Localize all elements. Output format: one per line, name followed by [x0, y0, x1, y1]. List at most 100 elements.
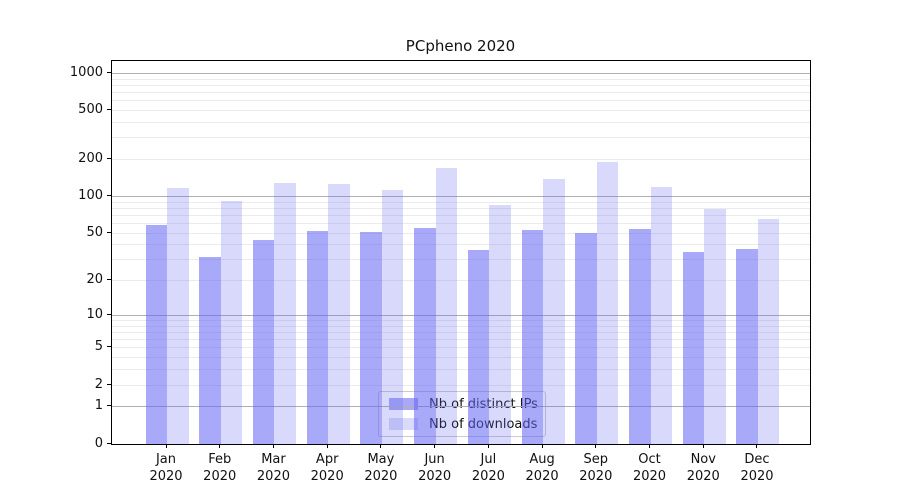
- y-tick-label: 20: [86, 272, 103, 288]
- x-tick-label: Nov 2020: [686, 452, 720, 484]
- y-tick: [107, 72, 111, 73]
- gridline: [112, 137, 810, 139]
- gridline: [112, 244, 810, 246]
- x-tick-label: Oct 2020: [632, 452, 667, 484]
- plot-area: Nb of distinct IPs Nb of downloads: [111, 60, 811, 445]
- bar-distinct-ips: [736, 248, 758, 444]
- bar-downloads: [596, 162, 619, 444]
- gridline: [112, 159, 810, 161]
- bar-downloads: [650, 186, 673, 444]
- gridline: [112, 122, 810, 124]
- x-tick-label: Jun 2020: [418, 452, 452, 484]
- bar-distinct-ips: [521, 230, 544, 444]
- gridline: [112, 201, 810, 203]
- bar-distinct-ips: [575, 233, 597, 444]
- gridline: [112, 280, 810, 282]
- gridline: [112, 73, 810, 75]
- gridline: [112, 196, 810, 198]
- gridline: [112, 84, 810, 86]
- bar-distinct-ips: [252, 239, 275, 444]
- x-tick-label: Jul 2020: [471, 452, 505, 484]
- bar-downloads: [328, 183, 350, 444]
- legend-entry-downloads: Nb of downloads: [379, 416, 545, 433]
- x-tick: [434, 444, 436, 448]
- x-tick-label: Feb 2020: [203, 452, 237, 484]
- gridline: [112, 92, 810, 94]
- x-tick: [756, 444, 758, 448]
- bar-distinct-ips: [629, 229, 651, 444]
- x-tick: [702, 444, 704, 448]
- y-tick: [107, 195, 111, 196]
- gridline: [112, 78, 810, 80]
- y-tick-label: 100: [78, 188, 103, 203]
- gridline: [112, 357, 810, 359]
- x-tick: [165, 444, 167, 448]
- x-tick-label: May 2020: [364, 452, 398, 484]
- y-tick: [107, 158, 111, 160]
- bar-downloads: [220, 200, 243, 444]
- x-tick-label: Jan 2020: [149, 452, 183, 484]
- x-tick: [541, 444, 543, 448]
- x-tick-label: Dec 2020: [740, 452, 774, 484]
- gridline: [112, 320, 810, 322]
- y-tick: [107, 231, 111, 233]
- y-tick: [107, 279, 111, 281]
- bar-distinct-ips: [306, 231, 329, 444]
- bar-distinct-ips: [360, 232, 382, 444]
- x-tick: [487, 444, 489, 448]
- x-tick-label: Sep 2020: [579, 452, 613, 484]
- gridline: [112, 406, 810, 408]
- gridline: [112, 325, 810, 327]
- gridline: [112, 259, 810, 261]
- bar-downloads: [489, 205, 511, 444]
- x-tick: [272, 444, 274, 448]
- bar-distinct-ips: [145, 225, 167, 444]
- x-tick-label: Aug 2020: [525, 452, 559, 484]
- legend-swatch-downloads: [389, 418, 418, 430]
- bar-distinct-ips: [199, 256, 221, 444]
- bar-distinct-ips: [414, 228, 436, 444]
- gridline: [112, 347, 810, 349]
- legend-entry-distinct-ips: Nb of distinct IPs: [379, 396, 545, 413]
- y-tick-label: 1: [94, 398, 103, 414]
- gridline: [112, 100, 810, 102]
- y-tick: [107, 346, 111, 348]
- bar-downloads: [704, 209, 726, 444]
- bar-distinct-ips: [682, 251, 705, 444]
- y-tick-label: 2: [94, 376, 103, 392]
- bar-downloads: [381, 189, 404, 444]
- gridline: [112, 214, 810, 216]
- x-tick: [219, 444, 221, 448]
- chart-title: PCpheno 2020: [405, 37, 516, 55]
- gridline: [112, 223, 810, 225]
- gridline: [112, 339, 810, 341]
- bar-downloads: [274, 182, 296, 444]
- x-tick: [326, 444, 328, 448]
- x-tick-label: Mar 2020: [256, 452, 290, 484]
- x-tick: [380, 444, 382, 448]
- bar-downloads: [757, 219, 780, 444]
- x-tick: [649, 444, 651, 448]
- y-tick-label: 500: [78, 102, 103, 118]
- y-tick-label: 10: [86, 306, 103, 322]
- bar-downloads: [167, 187, 189, 444]
- gridline: [112, 314, 810, 316]
- y-tick: [107, 109, 111, 111]
- y-tick-label: 200: [78, 151, 103, 167]
- gridline: [112, 332, 810, 333]
- bar-downloads: [543, 178, 565, 444]
- y-tick: [107, 313, 111, 315]
- x-tick: [595, 444, 597, 448]
- gridline: [112, 110, 810, 112]
- x-tick-label: Apr 2020: [310, 452, 344, 484]
- bar-distinct-ips: [467, 250, 490, 444]
- y-tick-label: 50: [86, 224, 103, 240]
- y-tick-label: 5: [94, 339, 103, 355]
- y-tick-label: 0: [94, 435, 103, 451]
- y-tick-label: 1000: [69, 65, 103, 80]
- y-tick: [107, 383, 111, 385]
- gridline: [112, 384, 810, 386]
- y-tick: [107, 442, 111, 444]
- legend: Nb of distinct IPs Nb of downloads: [378, 391, 546, 437]
